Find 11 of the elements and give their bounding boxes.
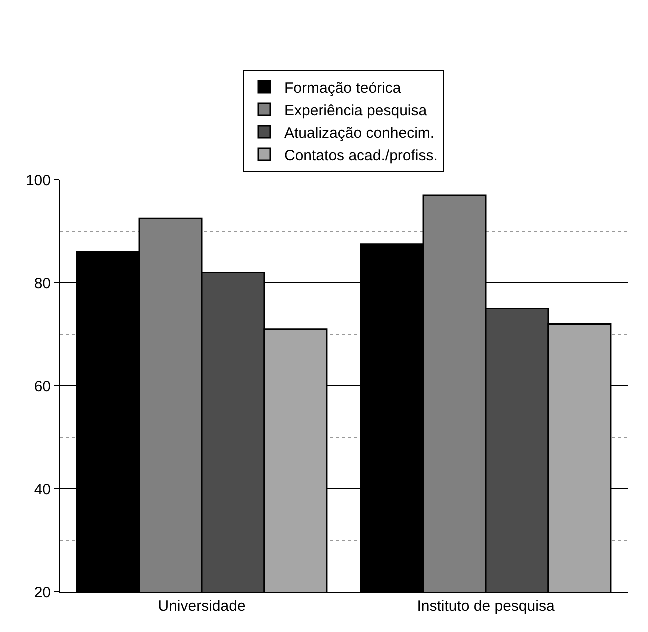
- y-tick-label: 20: [34, 584, 51, 602]
- legend-label: Experiência pesquisa: [284, 102, 428, 120]
- legend-label: Atualização conhecim.: [284, 124, 435, 142]
- x-tick-label: Universidade: [158, 598, 246, 615]
- legend-label: Formação teórica: [284, 80, 402, 97]
- x-tick-label: Instituto de pesquisa: [417, 598, 556, 615]
- y-tick-label: 40: [34, 481, 51, 498]
- y-tick-label: 60: [34, 378, 51, 396]
- legend-label: Contatos acad./profiss.: [284, 147, 438, 164]
- y-tick-label: 80: [34, 275, 51, 292]
- y-tick-label: 100: [26, 172, 51, 190]
